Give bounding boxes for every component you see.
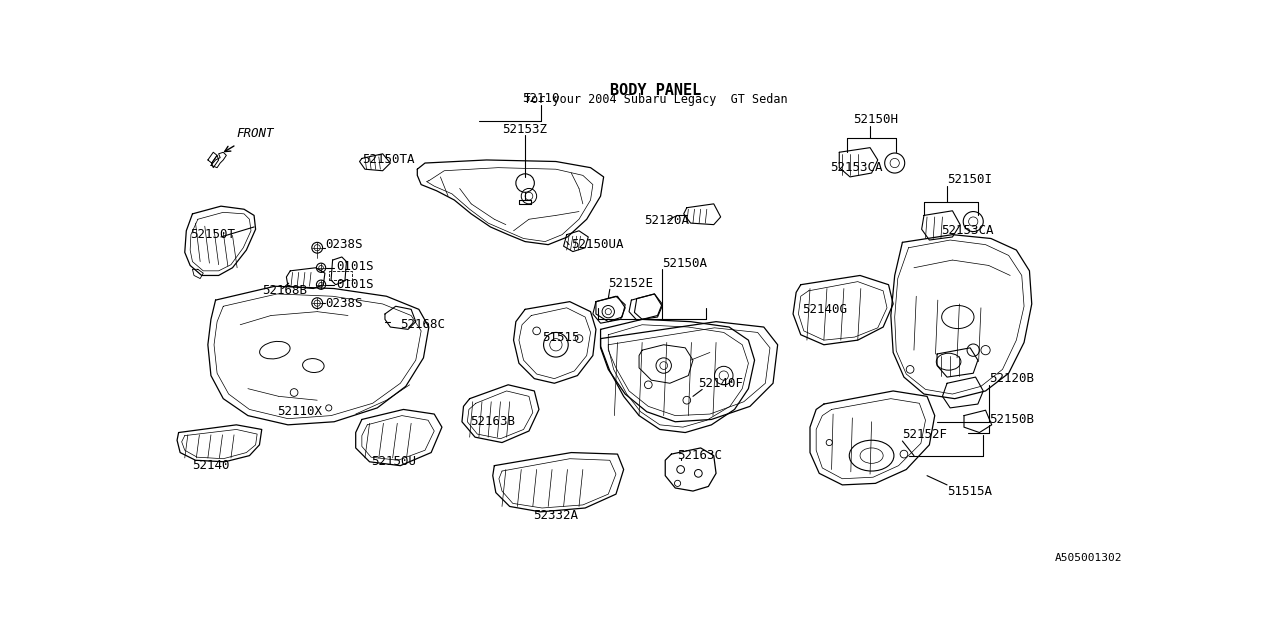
Text: 0238S: 0238S	[325, 238, 362, 251]
Text: for your 2004 Subaru Legacy  GT Sedan: for your 2004 Subaru Legacy GT Sedan	[525, 93, 787, 106]
Text: 52168B: 52168B	[262, 284, 307, 298]
Text: 0101S: 0101S	[337, 278, 374, 291]
Text: 52150T: 52150T	[191, 228, 236, 241]
Text: 52150I: 52150I	[947, 173, 992, 186]
Text: 51515A: 51515A	[947, 484, 992, 497]
Text: 52150H: 52150H	[854, 113, 899, 127]
Text: 52153Z: 52153Z	[503, 123, 548, 136]
Text: 52163C: 52163C	[677, 449, 722, 462]
Text: 52150U: 52150U	[371, 455, 416, 468]
Text: 52152E: 52152E	[608, 276, 653, 290]
Text: 52140: 52140	[192, 459, 230, 472]
Text: 52168C: 52168C	[401, 318, 445, 332]
Text: A505001302: A505001302	[1055, 553, 1121, 563]
Text: 52332A: 52332A	[532, 509, 577, 522]
Bar	[329, 271, 352, 280]
Text: 0238S: 0238S	[325, 297, 362, 310]
Text: 52150UA: 52150UA	[571, 238, 623, 251]
Text: BODY PANEL: BODY PANEL	[611, 83, 701, 98]
Text: 52110X: 52110X	[278, 405, 323, 419]
Text: 52120A: 52120A	[644, 214, 689, 227]
Text: 51515: 51515	[541, 330, 580, 344]
Text: 52140F: 52140F	[699, 377, 744, 390]
Text: 52150TA: 52150TA	[362, 154, 415, 166]
Text: 52150B: 52150B	[988, 413, 1034, 426]
Text: 0101S: 0101S	[337, 260, 374, 273]
Text: 52152F: 52152F	[902, 428, 947, 442]
Text: 52110: 52110	[522, 92, 559, 105]
Text: 52140G: 52140G	[803, 303, 847, 316]
Text: FRONT: FRONT	[237, 127, 274, 140]
Text: 52153CA: 52153CA	[829, 161, 882, 174]
Text: 52150A: 52150A	[662, 257, 707, 269]
Text: 52120B: 52120B	[988, 372, 1034, 385]
Text: 52163B: 52163B	[470, 415, 515, 428]
Text: 52153CA: 52153CA	[941, 224, 993, 237]
